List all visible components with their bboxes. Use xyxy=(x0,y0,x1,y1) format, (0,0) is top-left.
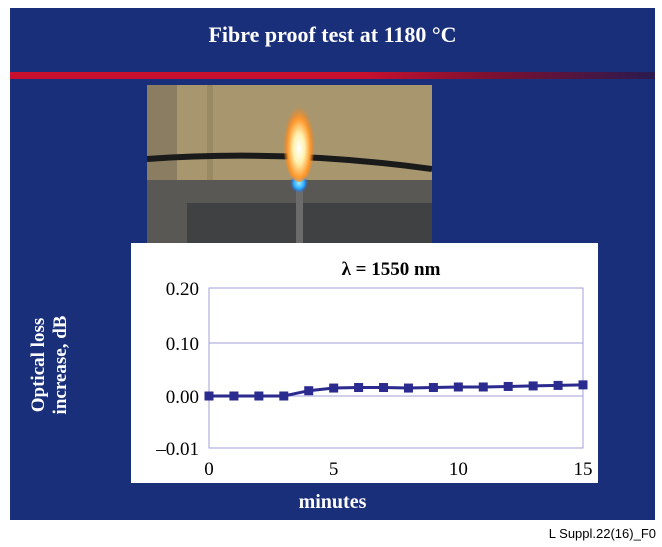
flame-photo-graphic xyxy=(147,85,432,245)
data-point xyxy=(578,380,588,390)
data-point xyxy=(229,391,239,401)
data-point xyxy=(428,383,438,393)
y-axis-label-line-2: increase, dB xyxy=(50,315,71,415)
data-point xyxy=(329,383,339,393)
data-point xyxy=(503,381,513,391)
accent-bar xyxy=(10,72,655,79)
data-point xyxy=(304,386,314,396)
data-point xyxy=(478,382,488,392)
series-layer xyxy=(204,380,588,401)
flame-photo xyxy=(147,85,432,245)
y-axis-label-line-1: Optical loss xyxy=(28,317,49,413)
data-point xyxy=(204,391,214,401)
plot-frame xyxy=(208,287,584,449)
x-axis-label: minutes xyxy=(298,491,367,513)
y-tick-labels: 0.20 0.10 0.00 –0.01 xyxy=(155,279,199,460)
data-point xyxy=(354,383,364,393)
chart-panel: 0.20 0.10 0.00 –0.01 0 5 10 15 λ = 1550 nm xyxy=(131,243,598,483)
data-point xyxy=(553,380,563,390)
x-tick-label: 0 xyxy=(204,459,214,480)
data-point xyxy=(379,383,389,393)
data-point xyxy=(254,391,264,401)
y-tick-label: 0.20 xyxy=(166,279,199,300)
grid-lines xyxy=(209,287,583,449)
series-line xyxy=(209,383,584,398)
x-tick-label: 15 xyxy=(574,459,593,480)
x-tick-labels: 0 5 10 15 xyxy=(204,459,592,480)
data-point xyxy=(403,383,413,393)
slide-title: Fibre proof test at 1180 °C xyxy=(208,22,457,47)
slide: Fibre proof test at 1180 °C xyxy=(10,8,655,520)
chart-title: λ = 1550 nm xyxy=(342,259,441,280)
y-tick-label: 0.10 xyxy=(166,334,199,355)
data-point xyxy=(279,391,289,401)
x-tick-label: 10 xyxy=(449,459,468,480)
data-point xyxy=(453,382,463,392)
loss-chart: 0.20 0.10 0.00 –0.01 0 5 10 15 λ = 1550 nm xyxy=(155,259,592,480)
y-tick-label: –0.01 xyxy=(155,439,199,460)
data-point xyxy=(528,381,538,391)
y-tick-label: 0.00 xyxy=(166,387,199,408)
x-tick-label: 5 xyxy=(329,459,339,480)
figure-code: L Suppl.22(16)_F0 xyxy=(548,526,656,541)
